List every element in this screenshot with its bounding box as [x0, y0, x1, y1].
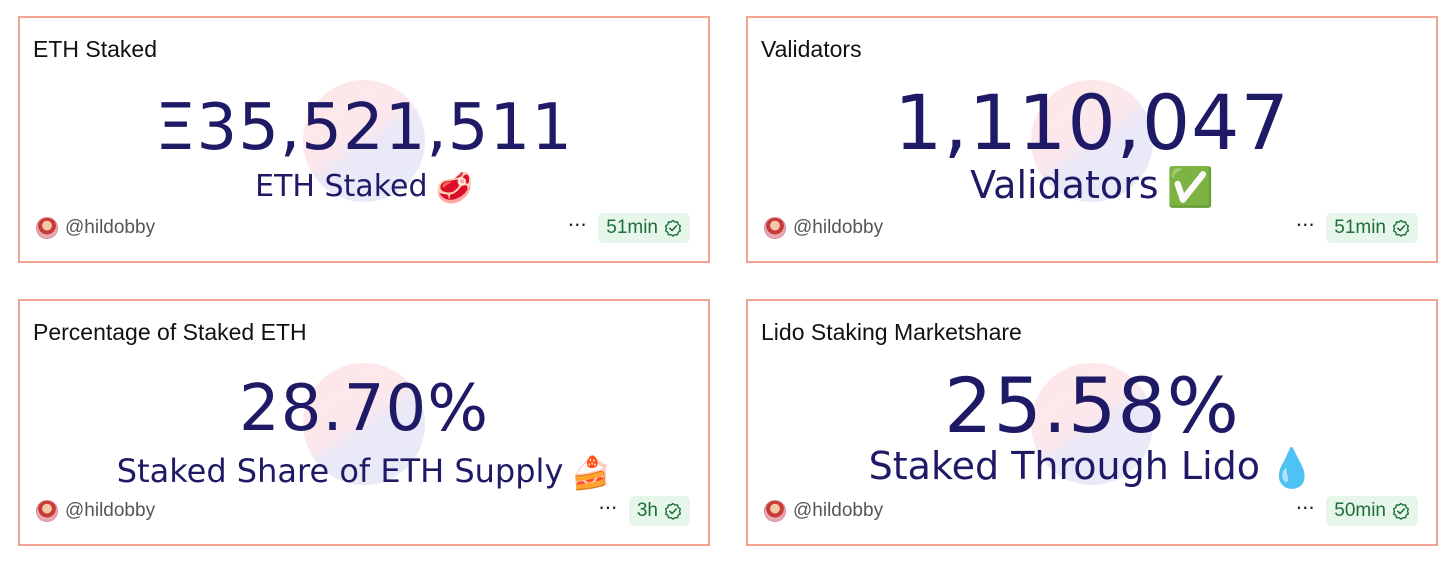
card-footer: @hildobby ··· 3h: [36, 496, 690, 526]
card-title[interactable]: Validators: [761, 36, 862, 62]
counter-label-text: Validators: [970, 163, 1159, 207]
card-footer: @hildobby ··· 50min: [764, 496, 1418, 526]
counter-value: 1,110,047: [894, 78, 1290, 167]
logo-watermark: [1031, 80, 1153, 202]
card-actions: ··· 3h: [598, 496, 690, 526]
counter-label: Staked Share of ETH Supply 🍰: [20, 451, 708, 493]
ellipsis-icon[interactable]: ···: [1295, 211, 1315, 236]
check-circle-icon: [1392, 502, 1410, 520]
ellipsis-icon[interactable]: ···: [567, 211, 587, 236]
cake-icon: 🍰: [571, 454, 612, 492]
check-circle-icon: [664, 502, 682, 520]
author-link[interactable]: @hildobby: [36, 213, 155, 243]
check-mark-icon: ✅: [1166, 165, 1214, 209]
author-name: @hildobby: [793, 217, 884, 238]
user-avatar: [764, 217, 786, 239]
logo-watermark: [303, 80, 425, 202]
author-name: @hildobby: [793, 500, 884, 521]
freshness-badge[interactable]: 50min: [1326, 496, 1418, 526]
author-link[interactable]: @hildobby: [764, 496, 883, 526]
card-footer: @hildobby ··· 51min: [764, 213, 1418, 243]
counter-label: Validators ✅: [748, 162, 1436, 210]
ellipsis-icon[interactable]: ···: [1295, 494, 1315, 519]
check-circle-icon: [664, 219, 682, 237]
ellipsis-icon[interactable]: ···: [597, 494, 618, 519]
freshness-badge[interactable]: 51min: [598, 213, 690, 243]
card-title[interactable]: ETH Staked: [33, 36, 157, 62]
user-avatar: [36, 217, 58, 239]
author-link[interactable]: @hildobby: [36, 496, 155, 526]
counter-value: Ξ35,521,511: [155, 91, 573, 165]
counter-label: Staked Through Lido 💧: [748, 443, 1436, 491]
freshness-text: 51min: [1334, 217, 1386, 238]
counter-label: ETH Staked 🥩: [20, 168, 708, 208]
freshness-text: 50min: [1334, 500, 1386, 521]
user-avatar: [36, 500, 58, 522]
card-validators[interactable]: Validators 1,110,047 Validators ✅ @hildob…: [746, 16, 1438, 263]
author-link[interactable]: @hildobby: [764, 213, 883, 243]
card-lido-marketshare[interactable]: Lido Staking Marketshare 25.58% Staked T…: [746, 299, 1438, 546]
counter-value: 25.58%: [944, 361, 1240, 450]
logo-watermark: [303, 363, 425, 485]
counter-label-text: Staked Share of ETH Supply: [116, 452, 564, 490]
author-name: @hildobby: [65, 500, 156, 521]
counter-value: 28.70%: [238, 372, 490, 446]
freshness-text: 3h: [636, 500, 658, 521]
author-name: @hildobby: [65, 217, 156, 238]
counter-label-text: Staked Through Lido: [868, 444, 1260, 488]
card-title[interactable]: Percentage of Staked ETH: [33, 319, 307, 345]
check-circle-icon: [1392, 219, 1410, 237]
card-title[interactable]: Lido Staking Marketshare: [761, 319, 1022, 345]
card-percentage-staked[interactable]: Percentage of Staked ETH 28.70% Staked S…: [18, 299, 710, 546]
card-actions: ··· 51min: [1295, 213, 1418, 243]
logo-watermark: [1031, 363, 1153, 485]
card-eth-staked[interactable]: ETH Staked Ξ35,521,511 ETH Staked 🥩 @hild…: [18, 16, 710, 263]
counter-label-text: ETH Staked: [255, 169, 428, 204]
freshness-badge[interactable]: 3h: [628, 496, 690, 526]
freshness-badge[interactable]: 51min: [1326, 213, 1418, 243]
user-avatar: [764, 500, 786, 522]
card-footer: @hildobby ··· 51min: [36, 213, 690, 243]
card-actions: ··· 51min: [567, 213, 690, 243]
steak-icon: 🥩: [435, 171, 473, 206]
droplet-icon: 💧: [1268, 446, 1316, 490]
freshness-text: 51min: [606, 217, 658, 238]
card-actions: ··· 50min: [1295, 496, 1418, 526]
